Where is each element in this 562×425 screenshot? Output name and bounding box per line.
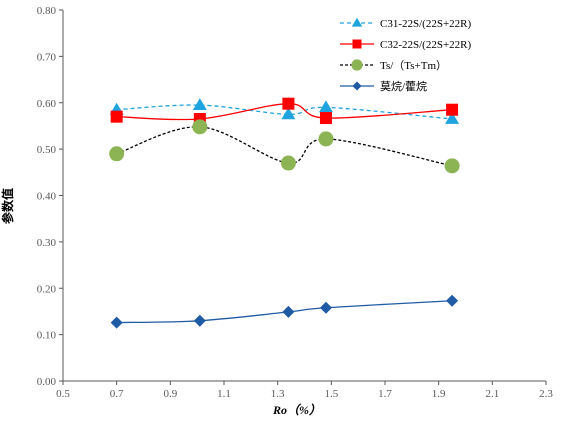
data-point <box>446 294 459 307</box>
series-line <box>116 126 453 167</box>
legend-item: C31-22S/(22S+22R) <box>340 17 471 30</box>
x-tick-label: 0.7 <box>110 388 124 400</box>
data-point <box>282 97 295 110</box>
x-tick-label: 1.1 <box>217 388 231 400</box>
legend-item: Ts/（Ts+Tm） <box>340 59 447 72</box>
x-tick-label: 1.7 <box>378 388 392 400</box>
data-point <box>319 112 332 125</box>
x-tick-label: 2.3 <box>539 388 553 400</box>
data-point <box>282 305 295 318</box>
data-point <box>281 107 296 120</box>
series-3 <box>109 119 460 174</box>
legend-label: 莫烷/藿烷 <box>380 79 427 93</box>
data-point <box>446 103 459 116</box>
x-tick-label: 0.9 <box>163 388 177 400</box>
y-tick-label: 0.20 <box>37 283 57 295</box>
data-point <box>318 131 334 147</box>
y-tick-label: 0.00 <box>37 376 57 388</box>
series-4 <box>110 294 459 329</box>
y-tick-label: 0.80 <box>37 5 57 17</box>
legend-label: Ts/（Ts+Tm） <box>380 59 447 72</box>
data-point <box>109 146 125 162</box>
legend-marker <box>352 39 362 49</box>
legend-marker <box>352 81 362 91</box>
data-point <box>192 98 207 110</box>
x-tick-label: 0.5 <box>56 388 70 400</box>
data-point <box>193 314 206 327</box>
legend-item: C32-22S/(22S+22R) <box>340 39 471 51</box>
data-point <box>445 111 460 124</box>
series-2 <box>110 97 459 125</box>
data-point <box>318 100 333 113</box>
x-axis-title: Ro（%） <box>272 403 321 417</box>
x-tick-label: 1.9 <box>432 388 446 400</box>
x-tick-label: 1.3 <box>271 388 285 400</box>
data-point <box>192 119 208 135</box>
legend-marker <box>351 17 363 27</box>
y-tick-label: 0.30 <box>37 237 57 249</box>
x-tick-label: 1.5 <box>324 388 338 400</box>
data-point <box>280 155 296 171</box>
legend-marker <box>351 59 363 71</box>
y-axis-title: 参数值 <box>0 188 15 224</box>
data-point <box>319 301 332 314</box>
legend-label: C31-22S/(22S+22R) <box>380 18 471 30</box>
y-tick-label: 0.50 <box>37 144 57 156</box>
y-tick-label: 0.60 <box>37 98 57 110</box>
data-point <box>110 110 123 123</box>
data-point <box>110 316 123 329</box>
y-tick-label: 0.10 <box>37 330 57 342</box>
x-tick-label: 2.1 <box>485 388 499 400</box>
legend-label: C32-22S/(22S+22R) <box>380 39 471 51</box>
series-layer <box>109 97 460 329</box>
legend: C31-22S/(22S+22R) C32-22S/(22S+22R) Ts/（Ts… <box>340 17 471 93</box>
data-point <box>444 158 460 174</box>
y-tick-label: 0.70 <box>37 51 57 63</box>
legend-item: 莫烷/藿烷 <box>340 79 427 93</box>
y-tick-label: 0.40 <box>37 191 57 203</box>
axes: 0.00 0.10 0.20 0.30 0.40 0.50 0.60 0.70 0.80 0.5 0… <box>37 5 554 400</box>
